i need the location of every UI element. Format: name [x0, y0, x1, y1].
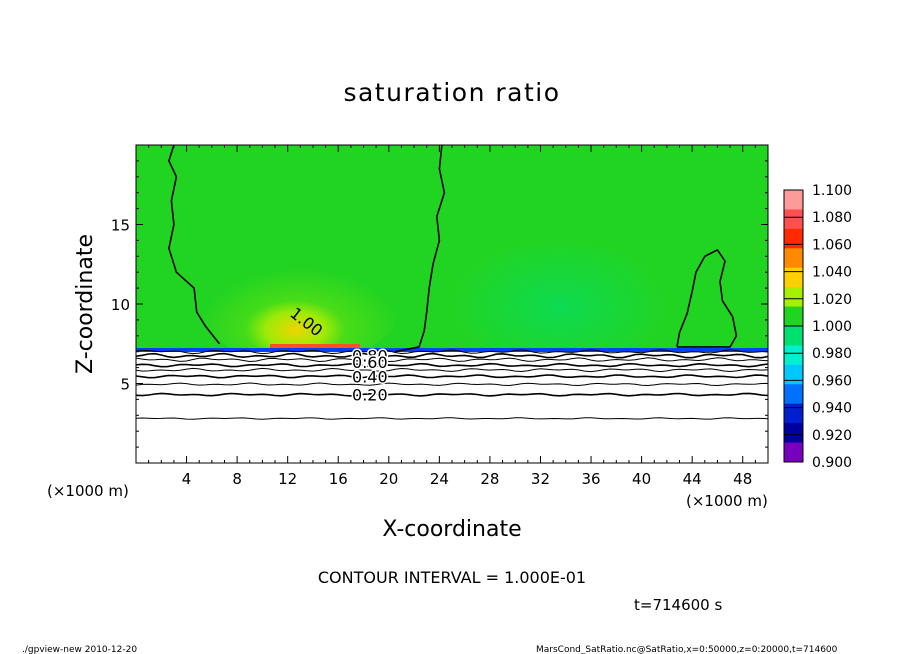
colorbar-swatch — [784, 364, 803, 385]
contour-interval-text: CONTOUR INTERVAL = 1.000E-01 — [318, 568, 586, 587]
x-tick-label: 32 — [531, 470, 550, 488]
x-unit-left: (×1000 m) — [47, 482, 129, 500]
colorbar-swatch — [784, 423, 803, 444]
contour-label: 0.80 — [352, 347, 388, 366]
contour-line-1.00-loop — [676, 248, 738, 348]
contour-line — [136, 392, 768, 397]
colorbar-swatch — [784, 403, 803, 424]
contour-lines — [136, 145, 768, 420]
colorbar-swatch — [784, 326, 803, 346]
colorbar-label: 0.920 — [812, 428, 852, 444]
saturation-field — [136, 145, 768, 463]
colorbar-label: 0.940 — [812, 401, 852, 417]
contour-line — [136, 357, 768, 363]
contour-label: 0.60 — [352, 353, 388, 372]
contour-line-1.00-left — [168, 145, 221, 345]
x-tick-label: 48 — [733, 470, 752, 488]
x-tick-label: 20 — [379, 470, 398, 488]
colorbar-swatch — [784, 248, 803, 269]
x-tick-label: 36 — [581, 470, 600, 488]
colorbar-swatch — [784, 190, 803, 210]
x-unit-right: (×1000 m) — [686, 492, 768, 510]
chart-title: saturation ratio — [343, 78, 560, 107]
colorbar-label: 1.080 — [812, 210, 852, 226]
x-tick-label: 8 — [232, 470, 242, 488]
contour-line-1.00-middle — [394, 145, 446, 353]
colorbar-label: 1.000 — [812, 319, 852, 335]
field-hot-band — [270, 344, 360, 348]
x-axis-label: X-coordinate — [382, 517, 521, 542]
colorbar-label: 0.900 — [812, 455, 852, 471]
contour-line — [136, 362, 768, 368]
y-tick-label: 10 — [111, 296, 130, 314]
contour-line — [136, 352, 768, 359]
colorbar-label: 1.040 — [812, 265, 852, 281]
colorbar-swatch — [784, 209, 803, 230]
colorbar-swatch — [784, 306, 803, 327]
colorbar-label: 1.100 — [812, 183, 852, 199]
footer-left: ./gpview-new 2010-12-20 — [22, 645, 137, 654]
y-tick-label: 15 — [111, 217, 130, 235]
y-axis: 5 10 15 — [111, 160, 768, 448]
time-label: t=714600 s — [634, 596, 722, 614]
x-tick-label: 40 — [632, 470, 651, 488]
contour-line — [136, 367, 768, 373]
y-axis-label: Z-coordinate — [73, 234, 98, 374]
x-tick-label: 44 — [683, 470, 702, 488]
y-tick-label: 5 — [120, 376, 130, 394]
x-tick-label: 4 — [182, 470, 192, 488]
field-low-region — [450, 230, 670, 370]
x-tick-label: 28 — [480, 470, 499, 488]
contour-label: 0.20 — [352, 386, 388, 405]
colorbar-swatch — [784, 228, 803, 249]
colorbar-swatch — [784, 442, 803, 463]
colorbar-label: 1.060 — [812, 237, 852, 253]
field-white-region — [136, 352, 768, 463]
colorbar-label: 0.960 — [812, 373, 852, 389]
colorbar-swatch — [784, 345, 803, 366]
colorbar-label: 1.020 — [812, 292, 852, 308]
colorbar: 1.100 1.080 1.060 1.040 1.020 1.000 0.980 0.960… — [783, 183, 852, 471]
colorbar-swatch — [784, 267, 803, 288]
contour-label: 0.40 — [352, 367, 388, 386]
contour-line — [136, 382, 768, 387]
colorbar-swatch — [784, 287, 803, 308]
contour-line — [136, 417, 768, 420]
colorbar-label: 0.980 — [812, 346, 852, 362]
x-tick-label: 16 — [329, 470, 348, 488]
contour-line — [136, 374, 768, 379]
x-tick-label: 24 — [430, 470, 449, 488]
contour-line — [136, 349, 768, 355]
x-tick-label: 12 — [278, 470, 297, 488]
x-axis: 4 8 12 16 20 24 28 32 36 40 44 48 — [148, 145, 756, 488]
colorbar-swatch — [784, 384, 803, 405]
footer-right: MarsCond_SatRatio.nc@SatRatio,x=0:50000,… — [536, 645, 838, 654]
